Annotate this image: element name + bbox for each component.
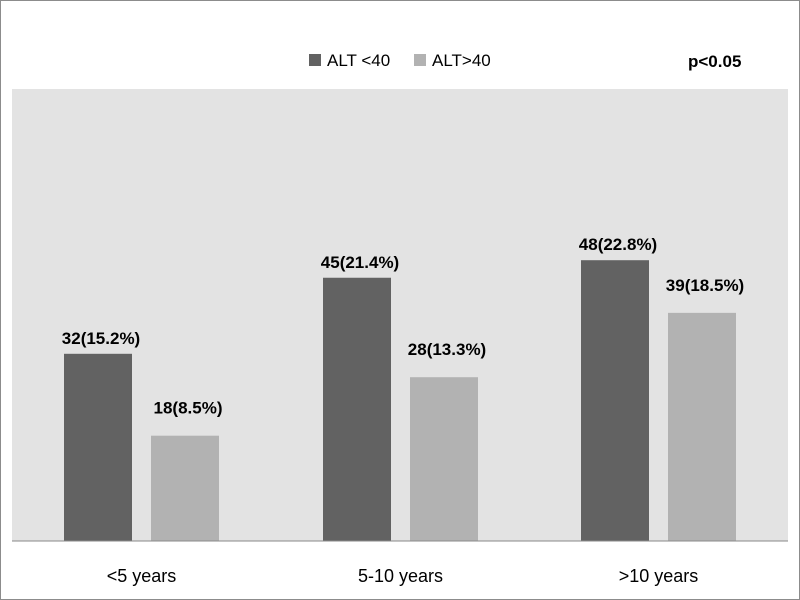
data-label-series-2-category-1: 18(8.5%) <box>154 399 223 418</box>
legend-label-series-1: ALT <40 <box>327 51 390 70</box>
data-label-series-2-category-3: 39(18.5%) <box>666 276 744 295</box>
legend-swatch-series-1 <box>309 54 321 66</box>
bar-series-2-category-1 <box>151 435 219 541</box>
bar-series-1-category-1 <box>64 353 132 541</box>
data-label-series-1-category-2: 45(21.4%) <box>321 253 399 272</box>
legend-label-series-2: ALT>40 <box>432 51 491 70</box>
data-label-series-1-category-1: 32(15.2%) <box>62 329 140 348</box>
x-tick-label-2: 5-10 years <box>358 566 443 586</box>
bar-series-2-category-2 <box>410 377 478 541</box>
bar-series-1-category-3 <box>581 260 649 541</box>
bar-series-2-category-3 <box>668 312 736 541</box>
x-tick-label-3: >10 years <box>619 566 699 586</box>
bar-series-1-category-2 <box>323 277 391 541</box>
plot-area <box>12 89 788 541</box>
data-label-series-2-category-2: 28(13.3%) <box>408 340 486 359</box>
legend-swatch-series-2 <box>414 54 426 66</box>
legend: ALT <40 ALT>40 <box>309 51 491 70</box>
data-label-series-1-category-3: 48(22.8%) <box>579 235 657 254</box>
p-value-annotation: p<0.05 <box>688 52 741 71</box>
x-tick-label-1: <5 years <box>107 566 177 586</box>
